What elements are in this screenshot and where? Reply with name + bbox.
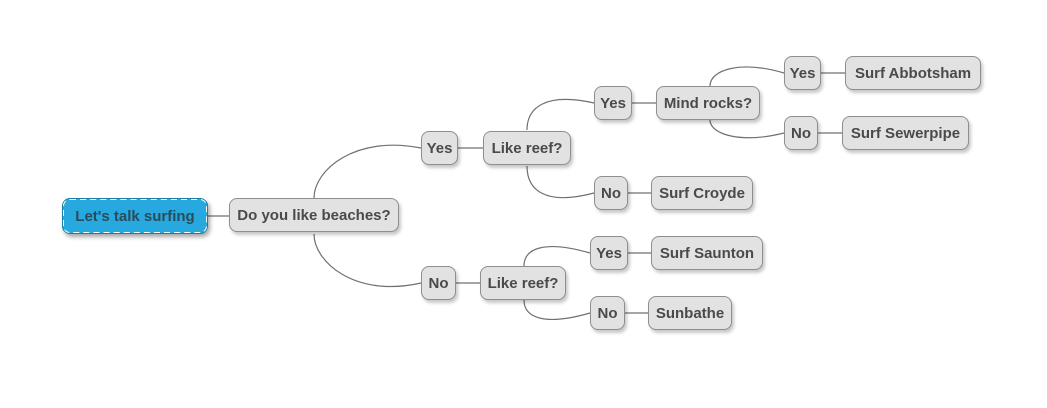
connector-q1-yes [313, 144, 422, 199]
outcome-surf-saunton[interactable]: Surf Saunton [651, 236, 763, 270]
connector-likereef-yes [526, 98, 595, 131]
answer-no-beaches[interactable]: No [421, 266, 456, 300]
answer-yes-reef[interactable]: Yes [594, 86, 632, 120]
outcome-surf-abbotsham[interactable]: Surf Abbotsham [845, 56, 981, 90]
connector-likereef2-yes [523, 246, 591, 267]
answer-yes-beaches[interactable]: Yes [421, 131, 458, 165]
connector-likereef2-no [523, 299, 591, 320]
answer-no-reef-no-branch[interactable]: No [590, 296, 625, 330]
answer-no-reef[interactable]: No [594, 176, 628, 210]
question-like-reef-no-branch[interactable]: Like reef? [480, 266, 566, 300]
answer-yes-reef-no-branch[interactable]: Yes [590, 236, 628, 270]
outcome-surf-sewerpipe[interactable]: Surf Sewerpipe [842, 116, 969, 150]
outcome-sunbathe[interactable]: Sunbathe [648, 296, 732, 330]
connector-mindrocks-yes [709, 66, 785, 87]
root-node[interactable]: Let's talk surfing [62, 198, 208, 234]
question-mind-rocks[interactable]: Mind rocks? [656, 86, 760, 120]
outcome-surf-croyde[interactable]: Surf Croyde [651, 176, 753, 210]
connector-mindrocks-no [709, 119, 785, 139]
answer-yes-rocks[interactable]: Yes [784, 56, 821, 90]
question-like-beaches[interactable]: Do you like beaches? [229, 198, 399, 232]
answer-no-rocks[interactable]: No [784, 116, 818, 150]
connector-likereef-no [526, 165, 595, 199]
question-like-reef-yes-branch[interactable]: Like reef? [483, 131, 571, 165]
connector-q1-no [313, 233, 422, 288]
